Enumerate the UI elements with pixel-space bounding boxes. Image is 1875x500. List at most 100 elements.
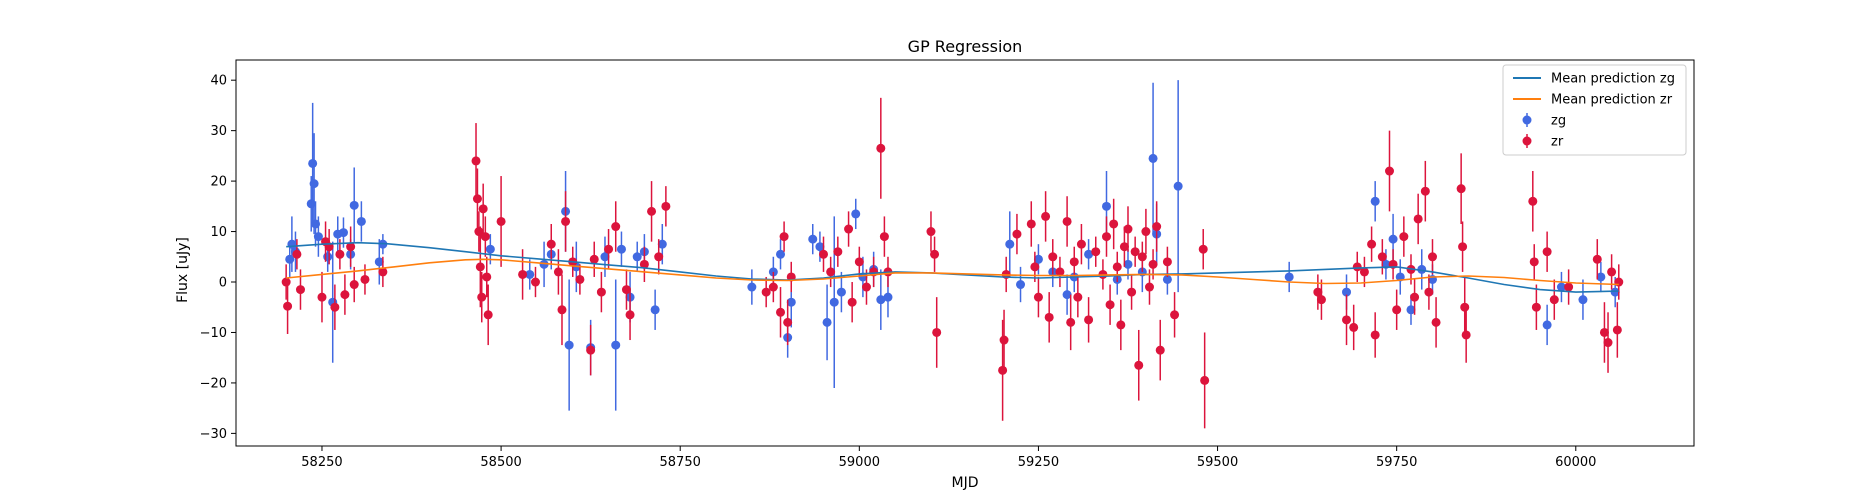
point-zr-11 <box>349 280 359 290</box>
x-tick-label-7: 60000 <box>1555 455 1596 470</box>
point-zr-55 <box>861 282 871 292</box>
legend-swatch-zg <box>1522 115 1532 125</box>
point-zr-88 <box>1123 224 1133 234</box>
point-zg-72 <box>1542 320 1552 330</box>
x-axis-label: MJD <box>952 475 979 491</box>
x-tick-label-1: 58500 <box>480 455 521 470</box>
point-zr-92 <box>1137 252 1147 262</box>
point-zr-38 <box>625 310 635 320</box>
point-zr-123 <box>1458 242 1468 252</box>
point-zg-57 <box>1123 259 1133 269</box>
point-zg-37 <box>786 297 796 307</box>
point-zr-26 <box>546 239 556 249</box>
point-zg-43 <box>851 209 861 219</box>
point-zr-125 <box>1461 330 1471 340</box>
point-zr-54 <box>854 257 864 267</box>
point-zg-19 <box>539 259 549 269</box>
point-zr-25 <box>530 277 540 287</box>
axis-ticks: 58250 58500 58750 59000 59250 59500 59750 60000… <box>200 74 1597 470</box>
point-zr-80 <box>1091 247 1101 257</box>
point-zr-97 <box>1155 345 1165 355</box>
point-zr-101 <box>1200 375 1210 385</box>
y-tick-label-4: 10 <box>210 225 227 240</box>
point-zg-27 <box>616 244 626 254</box>
point-zg-17 <box>485 244 495 254</box>
point-zr-135 <box>1607 267 1617 277</box>
point-zr-130 <box>1549 295 1559 305</box>
series-zr <box>281 97 1624 429</box>
point-zr-119 <box>1424 287 1434 297</box>
point-zr-9 <box>340 290 350 300</box>
point-zr-43 <box>761 287 771 297</box>
point-zr-82 <box>1102 232 1112 242</box>
point-zr-14 <box>471 156 481 166</box>
point-zg-26 <box>611 340 621 350</box>
point-zr-1 <box>283 301 293 311</box>
point-zg-52 <box>1062 290 1072 300</box>
point-zr-122 <box>1456 184 1466 194</box>
point-zr-127 <box>1529 257 1539 267</box>
point-zr-107 <box>1359 267 1369 277</box>
point-zr-89 <box>1127 287 1137 297</box>
point-zr-86 <box>1116 320 1126 330</box>
point-zr-67 <box>1026 219 1036 229</box>
point-zr-91 <box>1134 360 1144 370</box>
point-zr-41 <box>654 252 664 262</box>
point-zr-128 <box>1531 302 1541 312</box>
point-zr-71 <box>1044 312 1054 322</box>
point-zg-8 <box>323 252 333 262</box>
point-zg-31 <box>650 305 660 315</box>
point-zr-96 <box>1152 222 1162 232</box>
legend: Mean prediction zg Mean prediction zr zg zr <box>1502 64 1687 156</box>
point-zg-64 <box>1342 287 1352 297</box>
legend-label-zg: zg <box>1551 114 1566 129</box>
point-zg-18 <box>525 269 535 279</box>
point-zr-31 <box>575 274 585 284</box>
point-zg-49 <box>1016 280 1026 290</box>
point-zr-105 <box>1349 322 1359 332</box>
point-zr-73 <box>1055 267 1065 277</box>
y-tick-label-0: −30 <box>200 427 227 442</box>
point-zr-74 <box>1062 216 1072 226</box>
point-zr-18 <box>477 292 487 302</box>
x-tick-label-2: 58750 <box>660 455 701 470</box>
point-zr-84 <box>1109 219 1119 229</box>
legend-swatch-zr <box>1522 136 1532 146</box>
point-zr-33 <box>589 254 599 264</box>
point-zr-21 <box>482 272 492 282</box>
point-zr-111 <box>1385 166 1395 176</box>
point-zr-17 <box>475 262 485 272</box>
point-zr-66 <box>1012 229 1022 239</box>
point-zr-46 <box>779 232 789 242</box>
point-zg-13 <box>349 200 359 210</box>
y-tick-label-1: −20 <box>200 376 227 391</box>
point-zg-74 <box>1578 295 1588 305</box>
point-zr-42 <box>661 201 671 211</box>
point-zg-35 <box>776 249 786 259</box>
point-zr-104 <box>1342 315 1352 325</box>
point-zg-70 <box>1417 264 1427 274</box>
point-zg-55 <box>1102 201 1112 211</box>
point-zg-54 <box>1084 249 1094 259</box>
point-zr-2 <box>292 249 302 259</box>
point-zr-117 <box>1413 214 1423 224</box>
point-zg-40 <box>822 317 832 327</box>
point-zg-29 <box>632 252 642 262</box>
point-zr-3 <box>295 285 305 295</box>
point-zr-16 <box>474 227 484 237</box>
point-zr-27 <box>553 267 563 277</box>
point-zr-75 <box>1066 317 1076 327</box>
point-zg-48 <box>1005 239 1015 249</box>
point-zg-67 <box>1388 234 1398 244</box>
point-zg-4 <box>308 158 318 168</box>
plot-area <box>281 80 1624 429</box>
point-zr-78 <box>1076 239 1086 249</box>
y-tick-label-7: 40 <box>210 74 227 89</box>
point-zg-50 <box>1033 254 1043 264</box>
point-zg-38 <box>808 234 818 244</box>
x-tick-label-3: 59000 <box>839 455 880 470</box>
point-zr-15 <box>472 194 482 204</box>
point-zr-102 <box>1313 287 1323 297</box>
point-zr-44 <box>768 282 778 292</box>
